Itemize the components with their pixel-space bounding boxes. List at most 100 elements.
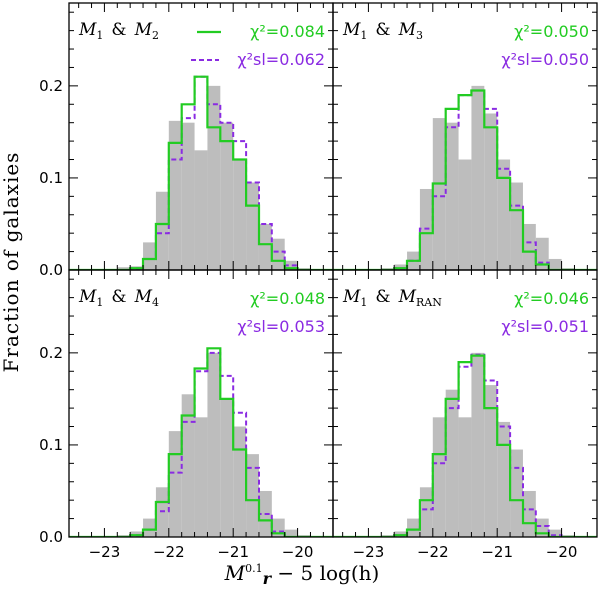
y-tick-label: 0.1 (39, 169, 63, 187)
x-tick-label: −21 (217, 543, 249, 561)
x-axis-title-suffix: − 5 log(h) (271, 561, 379, 585)
x-tick-label: −22 (417, 543, 449, 561)
panel-label-m1: M (342, 287, 361, 307)
gray-bar-7 (143, 518, 156, 537)
panel-label: M1 & MRAN (342, 287, 442, 309)
panel-label-sub1: 1 (96, 29, 103, 42)
panel-label-amp: & (111, 287, 126, 307)
chi2-value: χ²=0.046 (514, 289, 589, 308)
x-axis-title-prefix: M (224, 561, 246, 585)
x-tick-label: −21 (481, 543, 513, 561)
gray-bar-11 (194, 150, 208, 270)
gray-bar-13 (484, 385, 498, 537)
panel-label: M1 & M4 (78, 287, 159, 309)
gray-bar-13 (484, 113, 498, 270)
gray-bar-18 (548, 258, 562, 270)
panel-plot-area (69, 75, 333, 270)
panel-label-m2: M (398, 20, 417, 40)
panel-label-sub2: 3 (416, 29, 423, 42)
gray-bar-9 (432, 417, 446, 537)
gray-bar-13 (220, 398, 234, 537)
gray-bar-8 (155, 191, 169, 270)
gray-bar-16 (522, 223, 536, 270)
x-tick-label: −23 (89, 543, 121, 561)
chi2-value: χ²=0.048 (250, 289, 325, 308)
gray-bar-12 (207, 352, 221, 537)
y-tick-label: 0.0 (39, 261, 63, 279)
gray-bar-17 (271, 238, 285, 270)
panel-label-m2: M (398, 287, 417, 307)
gray-bar-9 (168, 431, 182, 537)
chi2-value: χ²=0.050 (514, 22, 589, 41)
x-tick-label: −20 (282, 543, 314, 561)
panel-frame (332, 269, 598, 538)
panel-label-sub1: 1 (96, 296, 103, 309)
gray-bar-10 (445, 389, 459, 537)
gray-bar-7 (407, 518, 420, 537)
gray-bar-16 (258, 223, 272, 270)
panel-label: M1 & M3 (342, 20, 423, 42)
x-tick-label: −23 (353, 543, 385, 561)
gray-bar-12 (471, 85, 485, 270)
panel-label-sub2: RAN (416, 296, 442, 309)
gray-bar-7 (143, 242, 156, 270)
x-tick-label: −22 (153, 543, 185, 561)
y-tick-label: 0.1 (39, 436, 63, 454)
gray-bar-15 (246, 182, 259, 270)
gray-bar-18 (284, 529, 298, 537)
gray-bar-10 (181, 122, 195, 270)
gray-bar-12 (207, 85, 221, 270)
gray-bar-10 (445, 122, 459, 270)
gray-bar-14 (497, 159, 511, 270)
gray-bar-11 (458, 159, 472, 270)
panel-label-m1: M (342, 20, 361, 40)
x-axis-title-sup: 0.1 (245, 562, 263, 575)
panel-label-m2: M (134, 287, 153, 307)
panel-plot-area (333, 85, 597, 270)
gray-bar-9 (168, 120, 182, 270)
gray-bar-14 (233, 159, 247, 270)
gray-bar-10 (181, 394, 195, 537)
chisl-value: χ²sl=0.053 (237, 317, 325, 336)
gray-bar-14 (233, 426, 247, 537)
gray-bar-16 (522, 490, 536, 537)
gray-bar-14 (497, 421, 511, 537)
panel-label-sub2: 2 (152, 29, 159, 42)
gray-bar-15 (510, 449, 523, 537)
gray-bar-11 (458, 417, 472, 537)
panel-label-sub2: 4 (152, 296, 159, 309)
svg-text:M0.1r − 5 log(h): M0.1r − 5 log(h) (224, 561, 380, 588)
gray-bar-12 (471, 352, 485, 537)
panel-label-amp: & (111, 20, 126, 40)
gray-bar-18 (284, 260, 298, 270)
chisl-value: χ²sl=0.062 (237, 50, 325, 69)
panel-label-m1: M (78, 20, 97, 40)
gray-bar-5 (117, 267, 131, 270)
x-axis-title-sub: r (263, 569, 273, 588)
y-tick-label: 0.0 (39, 528, 63, 546)
panel-label: M1 & M2 (78, 20, 159, 42)
x-tick-label: −20 (546, 543, 578, 561)
gray-bar-8 (419, 487, 433, 537)
panel-plot-area (333, 352, 597, 537)
y-axis-title: Fraction of galaxies (0, 152, 23, 373)
x-axis-title: M0.1r − 5 log(h) (224, 561, 380, 588)
panel-label-amp: & (375, 287, 390, 307)
gray-bar-13 (220, 122, 234, 270)
gray-bar-11 (194, 417, 208, 537)
gray-bar-15 (246, 454, 259, 537)
panel-label-m2: M (134, 20, 153, 40)
panel-label-m1: M (78, 287, 97, 307)
chisl-value: χ²sl=0.050 (501, 50, 589, 69)
panel-label-amp: & (375, 20, 390, 40)
y-tick-label: 0.2 (39, 344, 63, 362)
gray-bar-15 (510, 182, 523, 270)
panel-label-sub1: 1 (360, 29, 367, 42)
panel-plot-area (69, 347, 333, 537)
